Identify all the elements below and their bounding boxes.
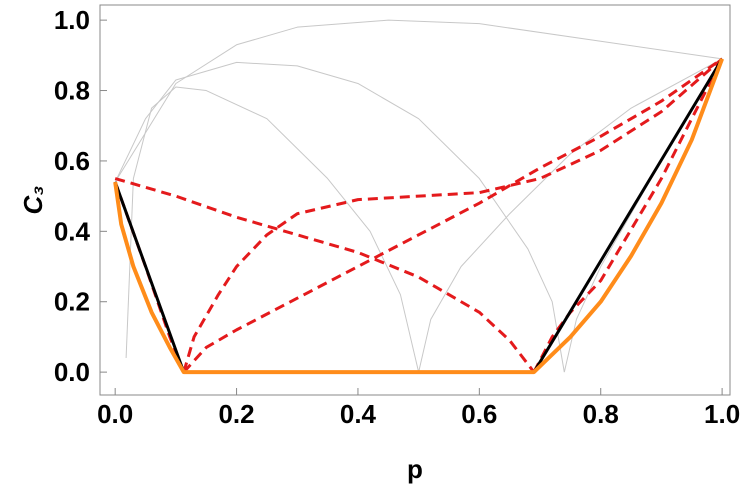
x-tick-label: 0.2 [218,399,254,429]
x-axis-label: p [407,454,423,484]
y-tick-label: 0.2 [54,287,90,317]
line [182,57,723,374]
y-tick-label: 0.6 [54,146,90,176]
line [113,58,724,375]
line [114,19,723,183]
y-axis-label: C₃ [18,186,48,215]
y-tick-label: 0.4 [54,216,91,246]
x-tick-label: 0.8 [583,399,619,429]
line [182,57,724,373]
line [418,58,723,373]
line [532,58,724,373]
x-tick-label: 0.4 [340,399,377,429]
line [125,86,420,373]
y-tick-label: 0.0 [54,357,90,387]
y-tick-label: 0.8 [54,76,90,106]
line [114,61,565,373]
x-tick-label: 1.0 [704,399,740,429]
line [563,58,723,373]
line [113,58,724,374]
x-tick-label: 0.6 [461,399,497,429]
line [114,177,536,374]
plot-frame [99,4,731,396]
x-tick-label: 0.0 [97,399,133,429]
y-tick-label: 1.0 [54,5,90,35]
